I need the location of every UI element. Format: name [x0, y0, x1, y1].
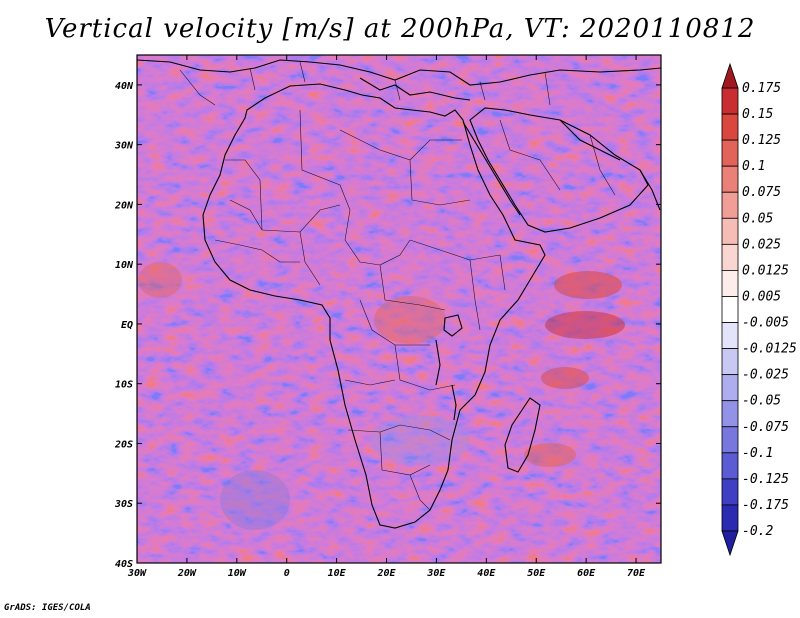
madagascar-coastline	[504, 397, 541, 473]
colorbar-segment	[721, 504, 739, 532]
lon-tick-label: 60E	[577, 568, 596, 579]
colorbar-segment	[721, 426, 739, 454]
velocity-field	[137, 55, 661, 563]
downdraft-region	[220, 470, 290, 530]
mediterranean-north	[359, 77, 471, 101]
lon-tick-label: 10W	[228, 568, 247, 579]
arabia-coastline	[469, 107, 649, 233]
colorbar-segment	[721, 139, 739, 167]
lon-tick-label: 20W	[177, 568, 197, 579]
colorbar-segment	[721, 400, 739, 428]
lon-tick-label: 50E	[527, 568, 546, 579]
colorbar-label: -0.025	[742, 368, 789, 383]
lat-tick-label: 20N	[114, 200, 134, 211]
colorbar-label: 0.125	[742, 133, 781, 148]
colorbar-segment	[721, 270, 739, 297]
colorbar-segment	[721, 322, 739, 349]
colorbar-label: -0.175	[742, 498, 789, 513]
colorbar-segment	[721, 243, 739, 271]
colorbar-label: 0.175	[742, 81, 781, 96]
colorbar: 0.175 0.15 0.125 0.1 0.075 0.05 0.025 0.0125 0.0…	[721, 62, 797, 557]
country-borders	[179, 61, 616, 511]
colorbar-label: -0.005	[742, 316, 789, 331]
colorbar-segment	[721, 478, 739, 506]
colorbar-label: 0.05	[742, 211, 773, 226]
africa-coastline	[202, 83, 546, 529]
colorbar-label: 0.1	[742, 159, 765, 174]
colorbar-segment	[721, 217, 739, 245]
india-coastline	[639, 169, 661, 211]
lon-tick-label: 70E	[627, 568, 646, 579]
colorbar-top-arrow	[721, 62, 739, 89]
colorbar-label: 0.075	[742, 185, 781, 200]
axis-ticks	[136, 55, 661, 564]
colorbar-segment	[721, 296, 739, 323]
colorbar-segment	[721, 165, 739, 193]
colorbar-label: -0.05	[742, 394, 781, 409]
colorbar-segment	[721, 374, 739, 402]
lake-malawi	[451, 384, 457, 421]
colorbar-bottom-arrow	[721, 530, 739, 557]
lon-tick-label: 20E	[376, 568, 396, 579]
lon-tick-label: 40E	[477, 568, 496, 579]
updraft-region	[524, 443, 576, 467]
persian-gulf	[559, 119, 621, 161]
lat-tick-label: 40S	[115, 559, 133, 570]
colorbar-segment	[721, 191, 739, 219]
lat-tick-label: 30N	[114, 141, 134, 152]
lat-tick-label: 10N	[115, 260, 134, 271]
colorbar-label: 0.025	[742, 237, 781, 252]
updraft-region	[138, 262, 182, 298]
map-border	[136, 54, 662, 564]
colorbar-label: -0.0125	[742, 342, 797, 357]
updraft-region	[374, 296, 446, 344]
lon-tick-label: 30E	[426, 568, 446, 579]
lon-tick-label: 30W	[127, 568, 147, 579]
colorbar-label: -0.2	[742, 524, 773, 539]
downdraft-region	[370, 415, 470, 465]
lon-tick-label: 0	[284, 568, 290, 579]
lat-tick-label: EQ	[121, 320, 133, 331]
credit-label: GrADS: IGES/COLA	[4, 603, 91, 613]
updraft-region	[554, 271, 622, 299]
red-sea	[462, 121, 521, 216]
chart-title: Vertical velocity [m/s] at 200hPa, VT: 2…	[44, 14, 756, 44]
updraft-region	[541, 367, 589, 389]
lake-victoria	[443, 314, 463, 337]
colorbar-segment	[721, 348, 739, 376]
colorbar-label: 0.005	[742, 289, 781, 304]
colorbar-label: 0.0125	[742, 263, 789, 278]
coastlines	[137, 59, 661, 529]
updraft-region	[545, 311, 625, 339]
colorbar-label: -0.125	[742, 472, 789, 487]
colorbar-segment	[721, 113, 739, 141]
lake-tanganyika	[435, 339, 441, 386]
colorbar-label: -0.1	[742, 446, 773, 461]
lon-tick-label: 10E	[328, 568, 347, 579]
colorbar-label: 0.15	[742, 107, 773, 122]
lat-tick-label: 30S	[114, 499, 133, 510]
lat-tick-label: 10S	[115, 380, 133, 391]
map-frame	[136, 54, 662, 564]
lat-tick-label: 40N	[115, 81, 134, 92]
lat-tick-label: 20S	[114, 439, 133, 450]
colorbar-segment	[721, 452, 739, 480]
colorbar-segment	[721, 87, 739, 115]
colorbar-label: -0.075	[742, 420, 789, 435]
